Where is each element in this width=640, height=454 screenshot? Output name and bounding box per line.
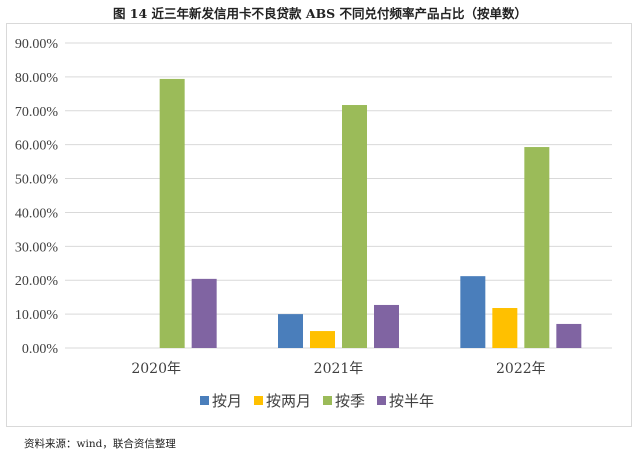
bar-按两月-2022年 [492, 308, 518, 348]
x-tick-label: 2022年 [496, 361, 546, 377]
bar-按月-2021年 [278, 314, 303, 348]
y-tick-label: 70.00% [15, 105, 59, 120]
bar-按两月-2021年 [310, 331, 335, 348]
chart-title: 图 14 近三年新发信用卡不良贷款 ABS 不同兑付频率产品占比（按单数） [112, 6, 528, 21]
y-tick-label: 80.00% [15, 71, 59, 86]
legend-label: 按季 [335, 392, 365, 410]
y-tick-label: 90.00% [15, 37, 59, 52]
legend-swatch [254, 396, 263, 405]
legend-label: 按两月 [266, 392, 311, 410]
y-tick-label: 40.00% [15, 206, 59, 221]
bar-按月-2022年 [460, 276, 486, 348]
source-note: 资料来源：wind，联合资信整理 [24, 438, 176, 450]
bar-按季-2020年 [159, 78, 185, 348]
bar-按季-2022年 [524, 147, 550, 348]
y-tick-label: 60.00% [15, 139, 59, 154]
x-tick-label: 2021年 [314, 361, 364, 377]
y-tick-label: 30.00% [15, 240, 59, 255]
legend-label: 按月 [212, 392, 242, 410]
chart-frame [6, 23, 632, 427]
legend-swatch [200, 396, 209, 405]
legend-swatch [377, 396, 386, 405]
bar-按半年-2022年 [556, 323, 582, 348]
bar-按季-2021年 [342, 105, 367, 349]
y-tick-label: 10.00% [15, 308, 59, 323]
y-tick-label: 50.00% [15, 173, 59, 188]
legend-swatch [323, 396, 332, 405]
bar-按半年-2020年 [191, 278, 217, 348]
y-tick-label: 0.00% [22, 342, 59, 357]
y-tick-label: 20.00% [15, 274, 59, 289]
x-tick-label: 2020年 [131, 361, 181, 377]
bar-按半年-2021年 [374, 304, 399, 348]
legend-label: 按半年 [389, 392, 434, 410]
